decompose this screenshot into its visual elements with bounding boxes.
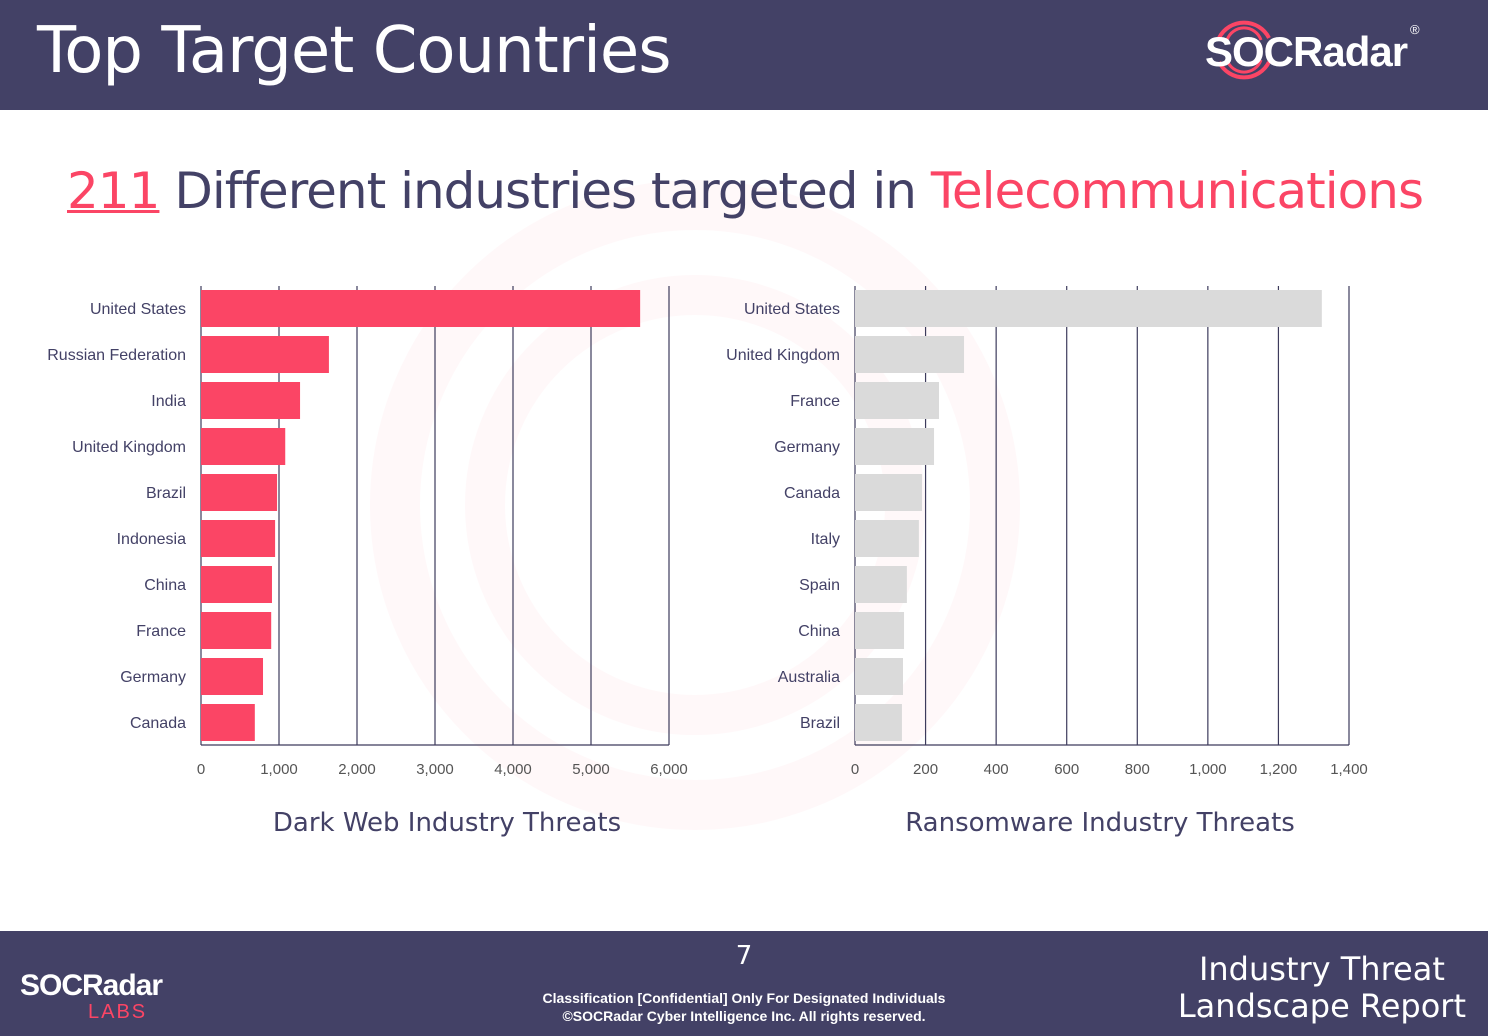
logo-text: SOCRadar (1205, 28, 1408, 75)
x-tick-label: 0 (197, 761, 205, 778)
x-tick-label: 4,000 (494, 761, 532, 778)
header: Top Target Countries SOCRadar ® (0, 0, 1488, 110)
bar-brazil (201, 474, 278, 511)
y-category-label: United Kingdom (72, 439, 186, 456)
bar-united-kingdom (855, 336, 965, 373)
bar-china (201, 566, 272, 603)
x-tick-label: 1,000 (1189, 761, 1227, 778)
y-category-label: France (790, 393, 840, 410)
y-category-label: India (151, 393, 186, 410)
y-category-label: Canada (130, 715, 186, 732)
y-category-label: Germany (120, 669, 186, 686)
y-category-label: China (144, 577, 186, 594)
x-tick-label: 200 (913, 761, 938, 778)
bar-china (855, 612, 905, 649)
page-title: Top Target Countries (37, 14, 672, 88)
dark-web-chart-title: Dark Web Industry Threats (272, 808, 622, 838)
y-category-label: United States (744, 301, 840, 318)
headline: 211 Different industries targeted in Tel… (67, 162, 1424, 220)
classification-notice: Classification [Confidential] Only For D… (543, 989, 946, 1025)
bar-italy (855, 520, 919, 557)
bar-germany (855, 428, 935, 465)
bar-united-kingdom (201, 428, 286, 465)
bar-france (855, 382, 939, 419)
socradar-labs-logo: SOCRadar (20, 969, 163, 1002)
x-tick-label: 2,000 (338, 761, 376, 778)
report-title: Industry Threat Landscape Report (1178, 951, 1466, 1025)
y-category-label: France (136, 623, 186, 640)
footer: SOCRadar LABS 7 Classification [Confiden… (0, 931, 1488, 1036)
charts: 0 1,000 2,000 3,000 4,000 5,000 6,000 United St… (47, 286, 1368, 778)
registered-mark: ® (1410, 22, 1420, 37)
industry-name: Telecommunications (930, 162, 1424, 220)
y-category-label: Brazil (146, 485, 186, 502)
bar-russian-federation (201, 336, 329, 373)
y-category-label: Russian Federation (47, 347, 186, 364)
y-category-label: Brazil (800, 715, 840, 732)
y-category-label: Canada (784, 485, 840, 502)
x-tick-label: 5,000 (572, 761, 610, 778)
y-category-label: Italy (811, 531, 840, 548)
x-tick-label: 600 (1054, 761, 1079, 778)
report-title-line1: Industry Threat (1198, 950, 1445, 988)
bar-united-states (855, 290, 1322, 327)
labs-label: LABS (88, 1001, 148, 1023)
ransomware-chart-title: Ransomware Industry Threats (905, 808, 1295, 838)
x-tick-label: 1,000 (260, 761, 298, 778)
x-tick-label: 0 (851, 761, 859, 778)
x-tick-label: 1,200 (1260, 761, 1298, 778)
y-category-label: Indonesia (117, 531, 186, 548)
x-tick-label: 1,400 (1330, 761, 1368, 778)
x-tick-label: 3,000 (416, 761, 454, 778)
copyright-text: ©SOCRadar Cyber Intelligence Inc. All ri… (562, 1008, 926, 1024)
page-number: 7 (735, 941, 753, 971)
y-category-label: United Kingdom (726, 347, 840, 364)
radar-waves-icon (1217, 20, 1271, 80)
bar-france (201, 612, 272, 649)
y-category-label: Germany (774, 439, 840, 456)
industry-count: 211 (67, 162, 160, 220)
report-title-line2: Landscape Report (1177, 987, 1466, 1025)
bar-brazil (855, 704, 902, 741)
bar-indonesia (201, 520, 276, 557)
bar-germany (201, 658, 264, 695)
y-category-label: China (798, 623, 840, 640)
bar-australia (855, 658, 903, 695)
bar-united-states (201, 290, 641, 327)
bar-spain (855, 566, 907, 603)
bar-india (201, 382, 301, 419)
y-category-label: United States (90, 301, 186, 318)
x-tick-label: 6,000 (650, 761, 688, 778)
socradar-logo: SOCRadar ® (1205, 20, 1435, 82)
bar-canada (855, 474, 923, 511)
x-tick-label: 400 (984, 761, 1009, 778)
y-category-label: Spain (799, 577, 840, 594)
y-category-label: Australia (778, 669, 840, 686)
headline-text: Different industries targeted in (159, 162, 931, 220)
classification-text: Classification [Confidential] Only For D… (542, 990, 946, 1006)
x-tick-label: 800 (1125, 761, 1150, 778)
bar-canada (201, 704, 255, 741)
